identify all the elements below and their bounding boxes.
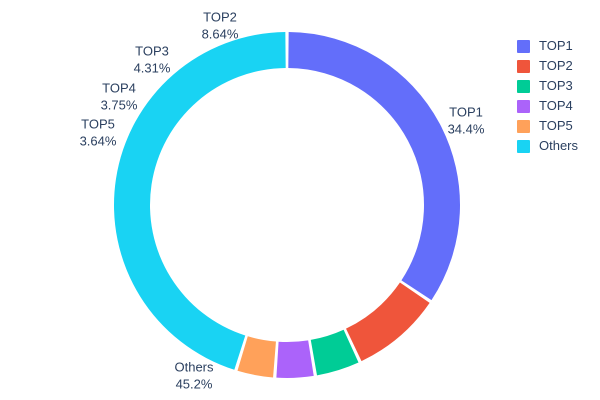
slice-label-name: TOP3 [135,43,169,58]
slice-label-top3: TOP3 4.31% [134,43,171,75]
legend-item-top2[interactable]: TOP2 [517,56,597,76]
slice-label-others: Others 45.2% [174,359,214,391]
slice-label-percent: 3.75% [101,97,138,112]
slice-label-name: Others [174,359,214,374]
slice-label-percent: 8.64% [202,26,239,41]
slice-label-percent: 3.64% [80,133,117,148]
legend-swatch-icon [517,39,530,53]
pie-slice-top5[interactable] [237,336,276,378]
chart-legend[interactable]: TOP1 TOP2 TOP3 TOP4 TOP5 Others [517,36,597,156]
legend-swatch-icon [517,59,530,73]
slice-label-percent: 4.31% [134,60,171,75]
legend-item-label: TOP1 [539,38,573,53]
legend-swatch-icon [517,99,530,113]
legend-item-top4[interactable]: TOP4 [517,96,597,116]
slice-label-percent: 45.2% [176,376,213,391]
legend-item-label: TOP2 [539,58,573,73]
legend-item-label: TOP5 [539,118,573,133]
slice-label-top2: TOP2 8.64% [202,9,239,41]
legend-item-label: TOP4 [539,98,573,113]
legend-item-top5[interactable]: TOP5 [517,116,597,136]
legend-item-top1[interactable]: TOP1 [517,36,597,56]
legend-item-label: TOP3 [539,78,573,93]
slice-label-name: TOP5 [81,116,115,131]
legend-item-label: Others [539,138,579,153]
pie-slice-top2[interactable] [346,282,430,362]
slice-label-percent: 34.4% [448,121,485,136]
pie-slice-others[interactable] [113,32,286,370]
slice-label-top1: TOP1 34.4% [448,104,485,136]
slice-label-name: TOP1 [449,104,483,119]
slice-label-top4: TOP4 3.75% [101,80,138,112]
legend-swatch-icon [517,79,530,93]
legend-item-others[interactable]: Others [517,136,597,156]
pie-slice-top3[interactable] [310,329,359,376]
slice-label-name: TOP4 [102,80,136,95]
legend-swatch-icon [517,119,530,133]
slice-label-name: TOP2 [203,9,237,24]
legend-item-top3[interactable]: TOP3 [517,76,597,96]
pie-slice-top1[interactable] [288,32,460,301]
slice-label-top5: TOP5 3.64% [80,116,117,148]
legend-swatch-icon [517,139,530,153]
pie-slice-top4[interactable] [276,340,314,379]
